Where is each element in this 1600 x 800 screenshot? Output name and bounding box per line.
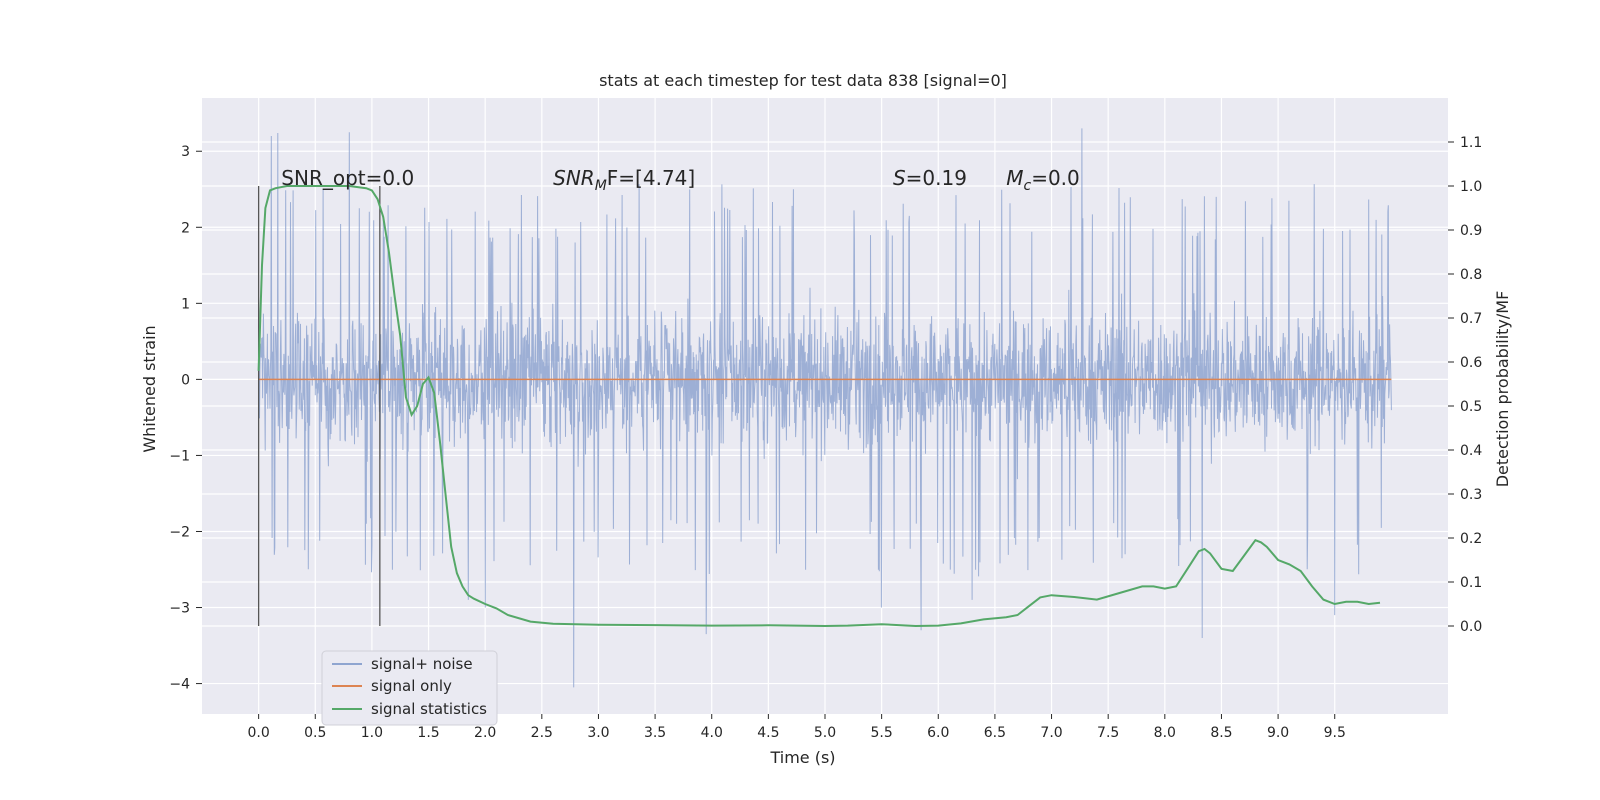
x-tick-label: 7.5	[1097, 725, 1119, 741]
x-tick-label: 5.5	[871, 725, 893, 741]
annotation-3: Mc=0.0	[1006, 166, 1080, 194]
y-left-axis-ticks: 3 2 1 0 −1 −2 −3 −4	[169, 144, 202, 693]
y-right-tick-label: 0.4	[1460, 443, 1482, 459]
legend: signal+ noise signal only signal statist…	[321, 650, 498, 726]
x-tick-label: 1.5	[417, 725, 439, 741]
annotation-2: S=0.19	[893, 166, 967, 190]
y-left-tick-label: 1	[181, 296, 190, 312]
legend-box	[321, 650, 498, 726]
x-tick-label: 5.0	[814, 725, 836, 741]
y-right-tick-label: 0.1	[1460, 575, 1482, 591]
x-tick-label: 7.0	[1040, 725, 1062, 741]
y-left-tick-label: −4	[169, 677, 190, 693]
y-right-tick-label: 1.1	[1460, 135, 1482, 151]
y-right-tick-label: 0.3	[1460, 487, 1482, 503]
y-right-tick-label: 0.2	[1460, 531, 1482, 547]
x-axis-label: Time (s)	[769, 748, 835, 767]
y-left-tick-label: −2	[169, 524, 190, 540]
legend-label-signal-plus-noise: signal+ noise	[371, 655, 473, 673]
series-signal-plus-noise	[258, 128, 1392, 688]
y-right-tick-label: 0.7	[1460, 311, 1482, 327]
x-tick-label: 1.0	[361, 725, 383, 741]
y-right-tick-label: 0.5	[1460, 399, 1482, 415]
window-lines	[257, 186, 381, 626]
x-tick-label: 2.5	[531, 725, 553, 741]
legend-label-signal-statistics: signal statistics	[371, 700, 487, 718]
y-right-tick-label: 0.8	[1460, 267, 1482, 283]
y-left-tick-label: 0	[181, 372, 190, 388]
y-right-tick-label: 0.0	[1460, 619, 1482, 635]
y-left-tick-label: 2	[181, 220, 190, 236]
y-right-tick-label: 1.0	[1460, 179, 1482, 195]
y-left-tick-label: −1	[169, 448, 190, 464]
series-signal-statistics	[257, 185, 1381, 628]
x-tick-label: 8.5	[1210, 725, 1232, 741]
signal-statistics-line	[257, 185, 1381, 628]
y-right-axis-label: Detection probability/MF	[1493, 291, 1512, 488]
x-tick-label: 9.5	[1324, 725, 1346, 741]
y-right-tick-label: 0.6	[1460, 355, 1482, 371]
x-tick-label: 2.0	[474, 725, 496, 741]
x-tick-label: 0.5	[304, 725, 326, 741]
legend-label-signal-only: signal only	[371, 677, 452, 695]
y-right-tick-label: 0.9	[1460, 223, 1482, 239]
x-tick-label: 8.0	[1154, 725, 1176, 741]
x-tick-label: 6.5	[984, 725, 1006, 741]
annotation-0: SNR_opt=0.0	[281, 166, 414, 190]
chart-title: stats at each timestep for test data 838…	[599, 71, 1007, 90]
y-left-axis-label: Whitened strain	[140, 325, 159, 452]
noise-trace	[258, 128, 1392, 688]
y-left-tick-label: −3	[169, 601, 190, 617]
x-tick-label: 9.0	[1267, 725, 1289, 741]
annotations: SNR_opt=0.0 SNRMF=[4.74] S=0.19 Mc=0.0	[281, 166, 1079, 194]
y-right-axis-ticks: 1.1 1.0 0.9 0.8 0.7 0.6 0.5 0.4 0.3 0.2 0.1 0.0	[1448, 135, 1482, 635]
annotation-1: SNRMF=[4.74]	[553, 166, 695, 194]
x-axis-ticks: 0.0 0.5 1.0 1.5 2.0 2.5 3.0 3.5 4.0 4.5 5.0 5.5 6.0 6…	[248, 714, 1346, 741]
x-tick-label: 3.5	[644, 725, 666, 741]
x-tick-label: 0.0	[248, 725, 270, 741]
x-tick-label: 6.0	[927, 725, 949, 741]
y-left-tick-label: 3	[181, 144, 190, 160]
x-tick-label: 3.0	[587, 725, 609, 741]
x-tick-label: 4.0	[701, 725, 723, 741]
x-tick-label: 4.5	[757, 725, 779, 741]
